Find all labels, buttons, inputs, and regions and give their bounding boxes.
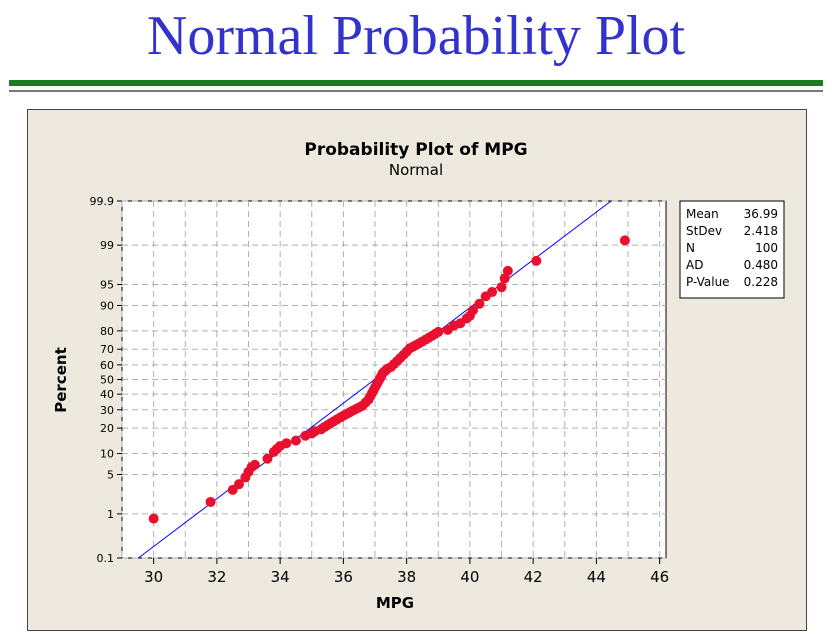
data-point xyxy=(619,235,630,246)
data-point xyxy=(499,273,510,284)
y-axis-label: Percent xyxy=(52,347,70,412)
y-tick-label: 99.9 xyxy=(90,195,115,208)
y-tick-label: 10 xyxy=(100,448,114,461)
y-tick-label: 30 xyxy=(100,404,114,417)
y-tick-label: 95 xyxy=(100,278,114,291)
stat-label: Mean xyxy=(686,207,719,221)
stats-box: Mean 36.99 StDev 2.418 N 100 AD 0.480 P-Value 0.2… xyxy=(679,200,785,299)
y-tick-label: 1 xyxy=(107,508,114,521)
chart-title: Probability Plot of MPG xyxy=(304,140,527,160)
data-point xyxy=(148,513,159,524)
data-point xyxy=(474,298,485,309)
data-point xyxy=(281,438,292,449)
stat-label: P-Value xyxy=(686,275,730,289)
x-tick-label: 36 xyxy=(334,568,353,586)
data-point xyxy=(531,255,542,266)
x-tick-label: 40 xyxy=(460,568,479,586)
chart-subtitle: Normal xyxy=(389,161,443,179)
y-tick-label: 90 xyxy=(100,299,114,312)
stat-label: StDev xyxy=(686,224,722,238)
stat-label: AD xyxy=(686,258,703,272)
stat-value: 2.418 xyxy=(744,224,778,238)
data-point xyxy=(205,496,216,507)
y-tick-label: 5 xyxy=(107,469,114,482)
x-tick-label: 34 xyxy=(271,568,290,586)
y-tick-label: 0.1 xyxy=(97,552,115,565)
data-point xyxy=(249,459,260,470)
title-rule-green xyxy=(9,80,823,86)
data-point xyxy=(234,479,245,490)
data-point xyxy=(262,453,273,464)
x-tick-label: 44 xyxy=(587,568,606,586)
x-tick-label: 30 xyxy=(144,568,163,586)
y-tick-label: 60 xyxy=(100,359,114,372)
y-tick-label: 40 xyxy=(100,388,114,401)
x-tick-label: 32 xyxy=(207,568,226,586)
y-tick-label: 80 xyxy=(100,325,114,338)
y-tick-label: 70 xyxy=(100,343,114,356)
x-axis-label: MPG xyxy=(376,594,414,612)
stat-value: 100 xyxy=(755,241,778,255)
x-tick-label: 42 xyxy=(524,568,543,586)
stats-box-frame xyxy=(679,200,785,299)
data-point xyxy=(502,265,513,276)
data-points xyxy=(148,235,630,524)
x-tick-label: 38 xyxy=(397,568,416,586)
title-rule-gray xyxy=(9,90,823,92)
slide-title: Normal Probability Plot xyxy=(146,5,686,67)
data-point xyxy=(290,435,301,446)
y-tick-label: 20 xyxy=(100,422,114,435)
x-tick-label: 46 xyxy=(650,568,669,586)
stat-label: N xyxy=(686,241,695,255)
stat-value: 0.480 xyxy=(744,258,778,272)
data-point xyxy=(487,287,498,298)
data-point xyxy=(468,305,479,316)
stat-value: 0.228 xyxy=(744,275,778,289)
stat-value: 36.99 xyxy=(744,207,778,221)
grid-lines xyxy=(121,200,666,559)
data-point xyxy=(496,282,507,293)
y-tick-label: 99 xyxy=(100,239,114,252)
data-point xyxy=(227,484,238,495)
x-axis-ticks: 30 32 34 36 38 40 42 44 46 xyxy=(144,558,669,586)
y-tick-label: 50 xyxy=(100,374,114,387)
data-point xyxy=(433,326,444,337)
